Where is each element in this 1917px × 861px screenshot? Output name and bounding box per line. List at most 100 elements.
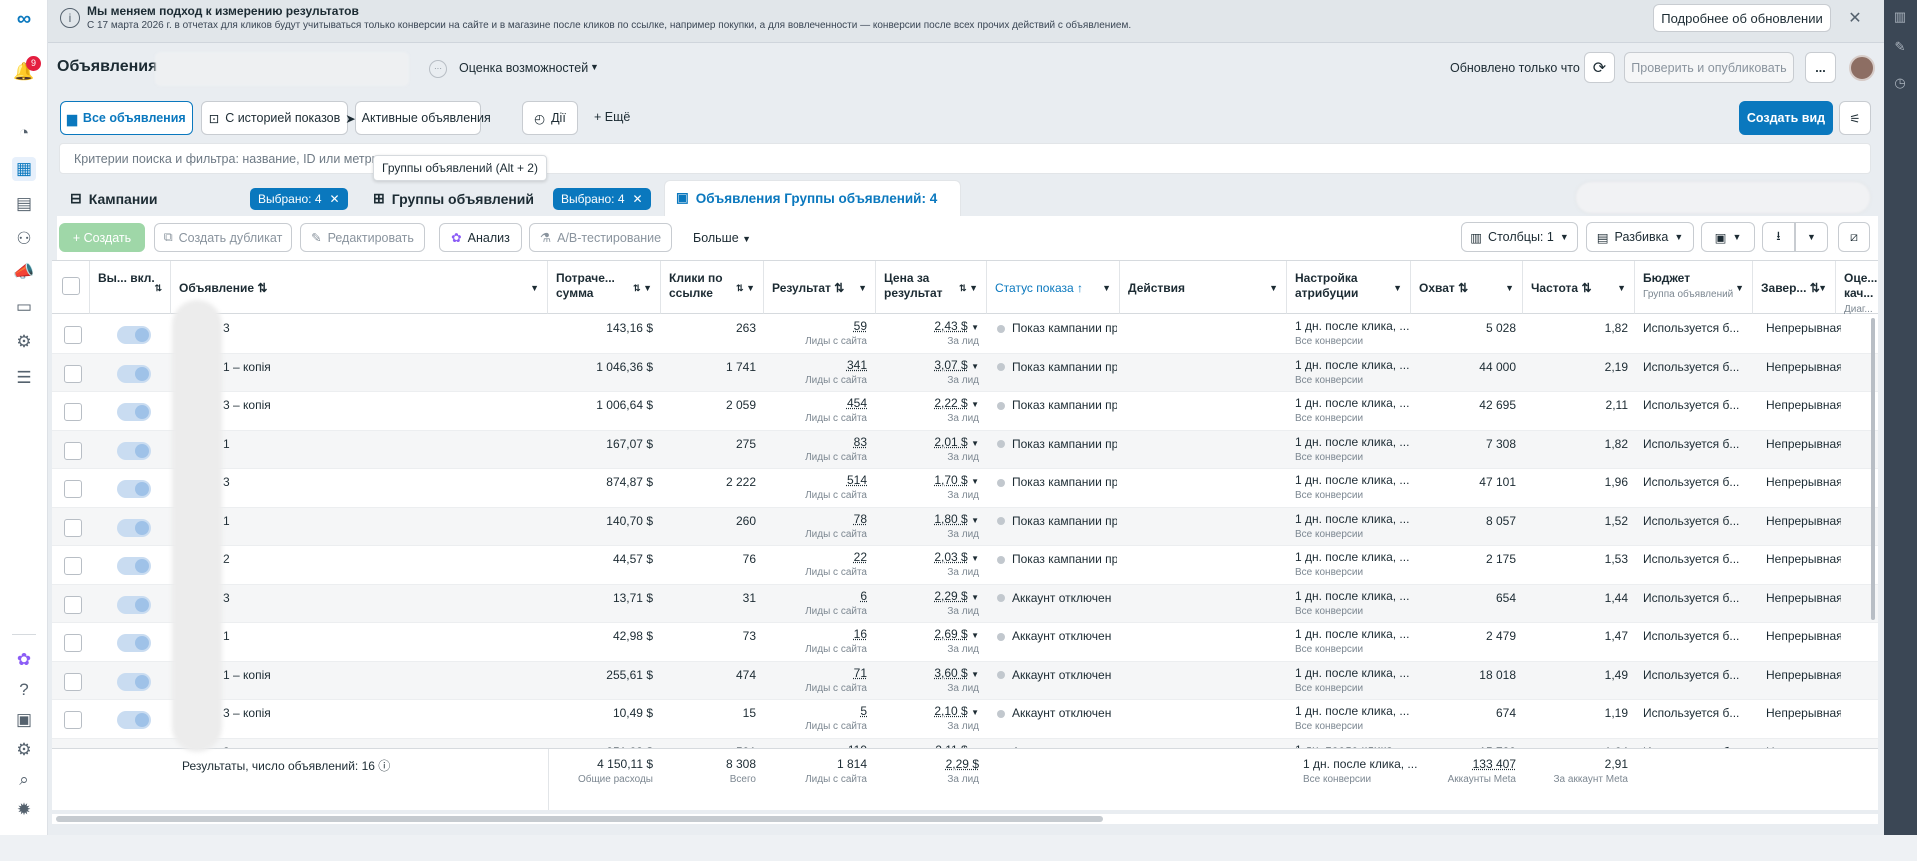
search-bar[interactable]: Критерии поиска и фильтра: название, ID … [59, 143, 1871, 174]
avatar[interactable] [1849, 55, 1875, 81]
table-row[interactable]: 1 42,98 $ 73 16 Лиды с сайта 2,69 $ ▼ За лид Ак… [52, 623, 1878, 662]
result-value[interactable]: 16 [853, 627, 867, 641]
table-row[interactable]: 1 140,70 $ 260 78 Лиды с сайта 1,80 $ ▼ За лид… [52, 507, 1878, 546]
sort-icon[interactable]: ⇅ [1809, 281, 1820, 295]
bug-icon[interactable]: ✹ [16, 800, 32, 819]
sort-icon[interactable]: ⇅ [834, 281, 845, 295]
row-toggle[interactable] [117, 403, 151, 421]
view-settings-button[interactable]: ⚟ [1839, 101, 1871, 135]
result-value[interactable]: 341 [846, 357, 867, 372]
table-row[interactable]: 1 – копія 1 046,36 $1 741 341 Лиды с сайта 3… [52, 353, 1878, 392]
header-status[interactable]: Статус показа ↑ ▼ [987, 261, 1120, 314]
export-button[interactable]: ⭳ [1762, 222, 1795, 252]
assess-dropdown[interactable]: Оценка возможностей [459, 61, 589, 75]
row-toggle[interactable] [117, 364, 151, 383]
header-ad[interactable]: Объявление ⇅ ▼ [171, 261, 548, 314]
header-budget[interactable]: Бюджет Группа объявлений ▼ [1635, 261, 1753, 314]
view-history[interactable]: ⊡ С историей показов [201, 101, 348, 135]
row-toggle[interactable] [117, 711, 151, 729]
row-checkbox[interactable] [64, 672, 82, 691]
result-value[interactable]: 59 [853, 319, 867, 333]
row-toggle[interactable] [117, 672, 151, 691]
sort-icon[interactable]: ⇅ [1458, 281, 1469, 295]
chevron-down-icon[interactable]: ▼ [971, 592, 979, 602]
cpr-value[interactable]: 1,80 $ [934, 511, 968, 526]
row-checkbox[interactable] [64, 711, 82, 729]
chevron-down-icon[interactable]: ▼ [1269, 283, 1278, 293]
menu-icon[interactable]: ☰ [16, 368, 32, 387]
row-checkbox[interactable] [64, 364, 82, 383]
sort-icon[interactable]: ⇅ ▼ [633, 283, 652, 293]
chevron-down-icon[interactable]: ▼ [1818, 283, 1827, 293]
row-checkbox[interactable] [64, 518, 82, 537]
account-name-redacted[interactable] [155, 52, 409, 86]
chevron-down-icon[interactable]: ▼ [971, 708, 979, 717]
chevron-down-icon[interactable]: ▼ [1393, 283, 1402, 293]
chevron-down-icon[interactable]: ▼ [1617, 283, 1626, 293]
analysis-button[interactable]: ✿ Анализ [439, 223, 522, 252]
cpr-value[interactable]: 3,60 $ [934, 665, 968, 680]
chevron-down-icon[interactable]: ▼ [971, 477, 979, 486]
ad-name[interactable]: 3 – копія [223, 706, 271, 720]
date-range-redacted[interactable] [1575, 181, 1871, 214]
row-checkbox[interactable] [64, 480, 82, 498]
sort-icon[interactable]: ⇅ ▼ [736, 283, 755, 293]
result-value[interactable]: 6 [860, 588, 867, 603]
chevron-down-icon[interactable]: ▼ [971, 669, 979, 679]
more-actions-dropdown[interactable]: Больше ▼ [693, 231, 751, 245]
cpr-value[interactable]: 2,01 $ [934, 434, 968, 449]
ad-name[interactable]: 1 – копія [223, 667, 271, 682]
row-toggle[interactable] [117, 518, 151, 537]
cpr-value[interactable]: 2,10 $ [934, 704, 968, 718]
chevron-down-icon[interactable]: ▼ [971, 631, 979, 640]
sort-icon[interactable]: ⇅ ▼ [959, 283, 978, 293]
tab-campaigns[interactable]: ⊟ Кампании [70, 190, 158, 207]
table-row[interactable]: 3 13,71 $ 31 6 Лиды с сайта 2,29 $ ▼ За лид Акк… [52, 584, 1878, 623]
overview-icon[interactable]: ◔ [18, 123, 30, 142]
reports-dropdown[interactable]: ▣ ▼ [1701, 222, 1755, 252]
row-toggle[interactable] [117, 326, 151, 344]
pencil-icon[interactable]: ✎ [1894, 39, 1906, 54]
result-value[interactable]: 22 [853, 550, 867, 564]
table-row[interactable]: 3 143,16 $ 263 59 Лиды с сайта 2,43 $ ▼ За лид… [52, 315, 1878, 354]
cpr-value[interactable]: 2,03 $ [934, 550, 968, 564]
row-toggle[interactable] [117, 480, 151, 498]
reports-icon[interactable]: ▣ [15, 710, 33, 729]
chevron-down-icon[interactable]: ▼ [971, 515, 979, 525]
create-view-button[interactable]: Создать вид [1739, 101, 1833, 135]
header-actions[interactable]: Действия ▼ [1120, 261, 1287, 314]
header-clicks[interactable]: Клики по ссылке ⇅ ▼ [661, 261, 764, 314]
ad-name[interactable]: 1 [223, 629, 230, 643]
cpr-value[interactable]: 1,70 $ [934, 473, 968, 487]
more-options-button[interactable]: ... [1805, 52, 1836, 83]
row-checkbox[interactable] [64, 441, 82, 460]
row-toggle[interactable] [117, 595, 151, 614]
horizontal-scrollbar-thumb[interactable] [56, 816, 1103, 822]
chevron-down-icon[interactable]: ▼ [971, 361, 979, 371]
header-attribution[interactable]: Настройка атрибуции ▼ [1287, 261, 1411, 314]
vertical-scrollbar-thumb[interactable] [1871, 318, 1875, 620]
tab-ads[interactable]: ▣ Объявления Группы объявлений: 4 [676, 190, 937, 206]
header-end[interactable]: Завер... ⇅ ▼ [1753, 261, 1836, 314]
table-row[interactable]: 3 – копія 10,49 $ 15 5 Лиды с сайта 2,10 $ ▼ З… [52, 700, 1878, 739]
audiences-icon[interactable]: ⚇ [16, 229, 32, 248]
business-icon[interactable]: ⚙ [16, 332, 32, 351]
ad-name[interactable]: 1 [223, 436, 230, 451]
clear-selection-icon[interactable]: ✕ [632, 192, 643, 206]
chevron-down-icon[interactable]: ▼ [971, 554, 979, 563]
campaigns-selected-badge[interactable]: Выбрано: 4 ✕ [250, 188, 348, 210]
ad-name[interactable]: 1 – копія [223, 359, 271, 374]
cpr-value[interactable]: 3,07 $ [934, 357, 968, 372]
header-toggle[interactable]: Вы... вкл. ⇅ [90, 261, 171, 314]
ad-name[interactable]: 2 [223, 552, 230, 566]
cpr-value[interactable]: 2,43 $ [934, 319, 968, 333]
result-value[interactable]: 78 [853, 511, 867, 526]
table-row[interactable]: 3 – копія 1 006,64 $ 2 059 454 Лиды с сайта 2… [52, 392, 1878, 431]
sort-icon[interactable]: ⇅ [154, 283, 162, 293]
settings-icon[interactable]: ⚙ [16, 740, 32, 759]
header-quality[interactable]: Оце... кач... Диаг... [1836, 261, 1878, 315]
header-spend[interactable]: Потраче... сумма ⇅ ▼ [548, 261, 661, 314]
table-row[interactable]: 3 874,87 $ 2 222 514 Лиды с сайта 1,70 $ ▼ За … [52, 469, 1878, 508]
create-button[interactable]: + Создать [59, 223, 145, 252]
result-value[interactable]: 5 [860, 704, 867, 718]
